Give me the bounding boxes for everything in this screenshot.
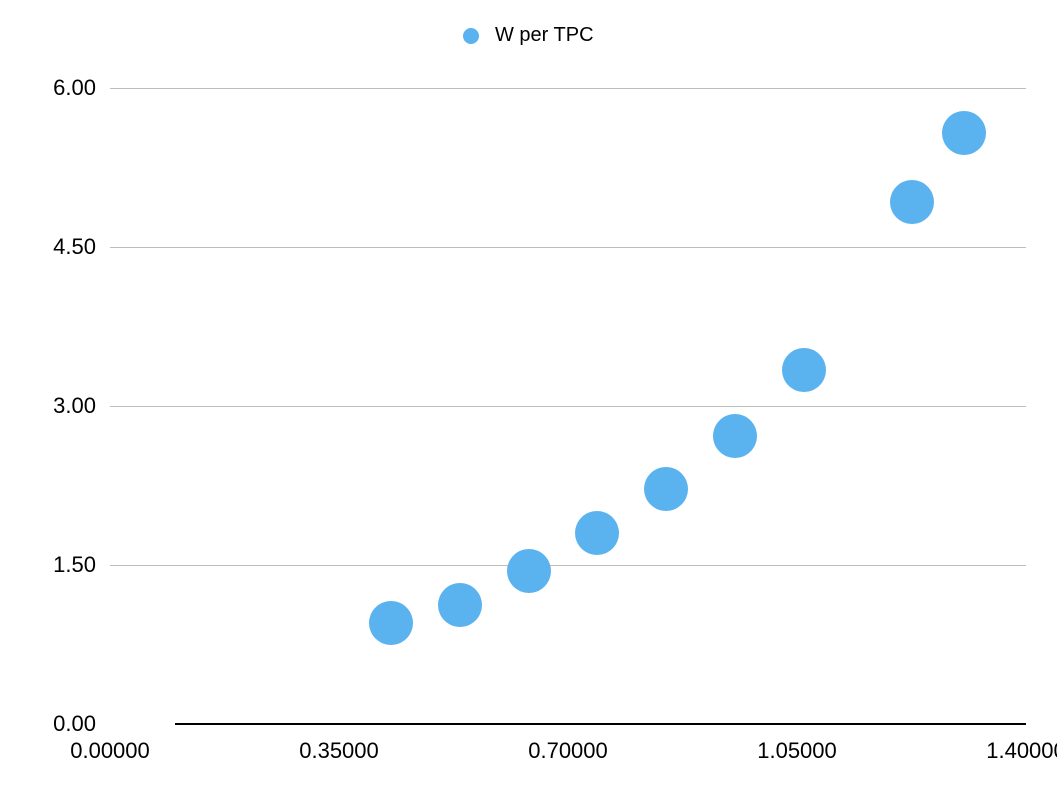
y-tick-label: 1.50 [53, 552, 110, 578]
legend-marker-icon [463, 28, 479, 44]
x-tick-label: 0.00000 [70, 724, 150, 764]
data-point [890, 180, 934, 224]
data-point [713, 414, 757, 458]
x-tick-label: 1.05000 [757, 724, 837, 764]
y-tick-label: 3.00 [53, 393, 110, 419]
gridline [110, 247, 1026, 248]
chart-container: W per TPC 0.001.503.004.506.000.000000.3… [0, 0, 1057, 800]
gridline [110, 406, 1026, 407]
y-tick-label: 4.50 [53, 234, 110, 260]
data-point [575, 511, 619, 555]
legend-label: W per TPC [495, 24, 594, 46]
x-axis-line [175, 723, 1026, 725]
y-tick-label: 6.00 [53, 75, 110, 101]
x-tick-label: 1.40000 [986, 724, 1057, 764]
x-tick-label: 0.70000 [528, 724, 608, 764]
data-point [369, 601, 413, 645]
data-point [438, 583, 482, 627]
data-point [507, 549, 551, 593]
data-point [942, 111, 986, 155]
data-point [782, 348, 826, 392]
plot-area: 0.001.503.004.506.000.000000.350000.7000… [110, 88, 1026, 724]
gridline [110, 88, 1026, 89]
data-point [644, 467, 688, 511]
x-tick-label: 0.35000 [299, 724, 379, 764]
gridline [110, 565, 1026, 566]
chart-legend: W per TPC [0, 24, 1057, 47]
